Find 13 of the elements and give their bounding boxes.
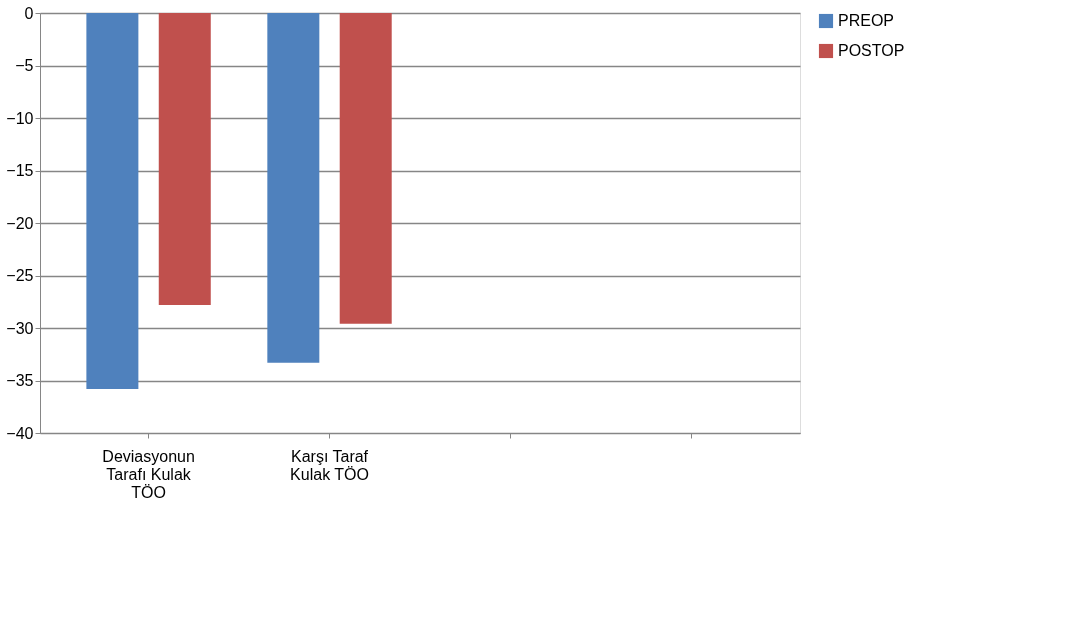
y-tick-label: −10	[6, 109, 34, 127]
y-tick-label: −30	[6, 319, 34, 337]
y-tick-label: 0	[24, 4, 34, 22]
legend-label: PREOP	[838, 12, 895, 29]
y-tick-label: −40	[6, 424, 34, 442]
y-tick-label: −35	[6, 372, 34, 389]
y-tick-label: −25	[6, 267, 34, 284]
legend-label: POSTOP	[838, 42, 905, 59]
x-tick-label: Karşı Taraf Kulak TÖO	[290, 447, 369, 483]
y-tick-label: −15	[6, 162, 34, 179]
y-tick-label: −20	[6, 214, 34, 232]
y-tick-label: −5	[15, 57, 34, 74]
x-tick-label: Deviasyonun Tarafı Kulak TÖO	[102, 447, 195, 501]
